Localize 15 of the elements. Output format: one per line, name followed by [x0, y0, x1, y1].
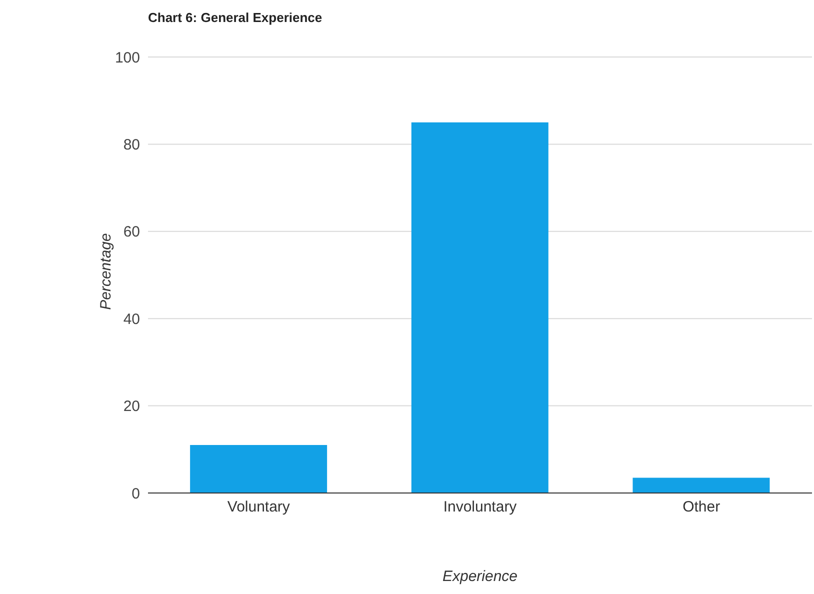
x-tick-label: Voluntary: [227, 498, 290, 516]
y-tick-label: 60: [123, 224, 140, 241]
bar: [411, 122, 548, 493]
chart-title: Chart 6: General Experience: [148, 10, 322, 25]
y-tick-label: 20: [123, 398, 140, 416]
y-tick-label: 40: [123, 310, 140, 328]
y-tick-label: 100: [114, 49, 140, 66]
y-tick-label: 0: [132, 485, 140, 502]
bar: [190, 445, 328, 493]
x-axis-title: Experience: [441, 568, 519, 585]
bar: [632, 478, 770, 493]
x-tick-label: Involuntary: [443, 498, 518, 516]
y-tick-label: 80: [123, 136, 140, 154]
y-axis-title: Percentage: [98, 232, 114, 312]
x-tick-label: Other: [682, 498, 720, 516]
